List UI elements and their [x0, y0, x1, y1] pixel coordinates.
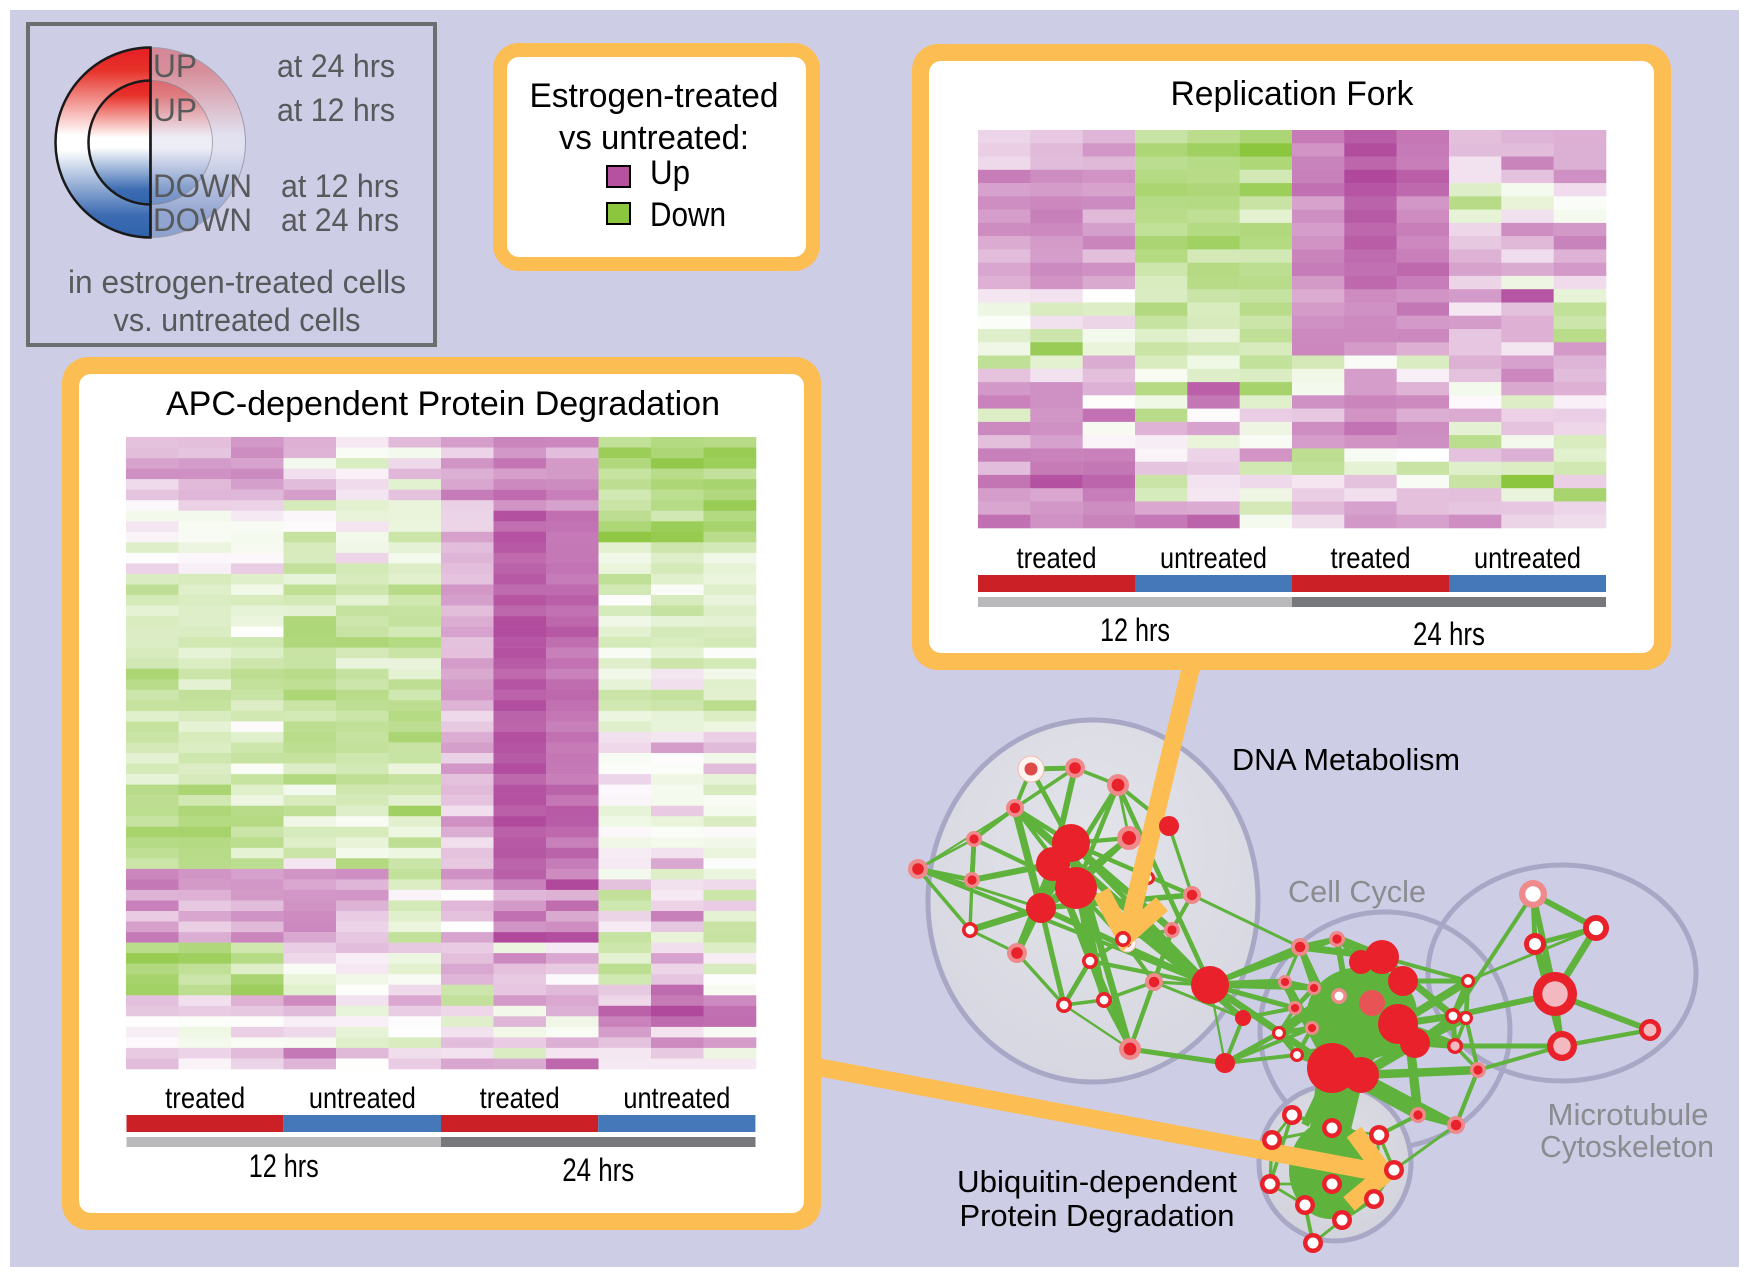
svg-text:Down: Down — [650, 196, 726, 234]
svg-text:in estrogen-treated cells: in estrogen-treated cells — [68, 264, 406, 300]
svg-text:untreated: untreated — [309, 1082, 416, 1115]
svg-text:at 24 hrs: at 24 hrs — [281, 202, 399, 238]
svg-text:Microtubule: Microtubule — [1548, 1097, 1709, 1132]
svg-text:treated: treated — [1017, 542, 1097, 575]
svg-text:DOWN: DOWN — [153, 168, 252, 204]
svg-text:24 hrs: 24 hrs — [562, 1152, 634, 1188]
svg-text:at 24 hrs: at 24 hrs — [277, 48, 395, 84]
svg-text:24 hrs: 24 hrs — [1413, 616, 1485, 652]
svg-text:12 hrs: 12 hrs — [249, 1148, 319, 1184]
svg-text:vs untreated:: vs untreated: — [559, 119, 749, 157]
svg-text:at 12 hrs: at 12 hrs — [277, 92, 395, 128]
svg-text:Up: Up — [650, 154, 690, 192]
svg-text:at 12 hrs: at 12 hrs — [281, 168, 399, 204]
svg-text:12 hrs: 12 hrs — [1100, 612, 1170, 648]
svg-text:DNA Metabolism: DNA Metabolism — [1232, 742, 1460, 777]
svg-text:Cytoskeleton: Cytoskeleton — [1540, 1129, 1714, 1164]
svg-text:UP: UP — [153, 92, 197, 128]
svg-text:APC-dependent Protein Degradat: APC-dependent Protein Degradation — [166, 385, 720, 423]
svg-text:treated: treated — [480, 1082, 560, 1115]
svg-text:Cell Cycle: Cell Cycle — [1288, 874, 1426, 909]
svg-text:DOWN: DOWN — [153, 202, 252, 238]
svg-text:untreated: untreated — [1160, 542, 1267, 575]
svg-text:Ubiquitin-dependent: Ubiquitin-dependent — [957, 1164, 1237, 1199]
svg-text:Replication Fork: Replication Fork — [1171, 75, 1415, 113]
svg-text:Estrogen-treated: Estrogen-treated — [530, 77, 779, 115]
svg-text:untreated: untreated — [1474, 542, 1581, 575]
svg-text:treated: treated — [165, 1082, 245, 1115]
svg-text:vs. untreated cells: vs. untreated cells — [114, 302, 361, 338]
svg-text:UP: UP — [153, 48, 197, 84]
svg-text:Protein Degradation: Protein Degradation — [960, 1198, 1235, 1233]
svg-text:treated: treated — [1331, 542, 1411, 575]
svg-text:untreated: untreated — [623, 1082, 730, 1115]
